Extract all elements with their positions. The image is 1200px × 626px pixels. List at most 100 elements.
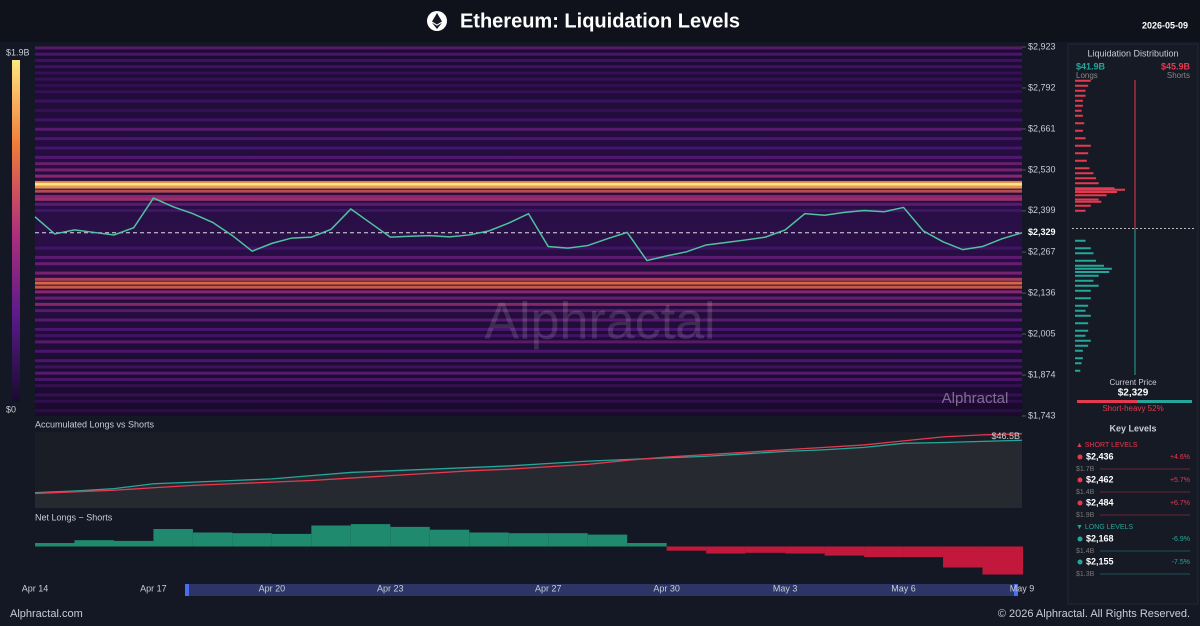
level-price: $2,168	[1086, 533, 1114, 543]
liquidation-band	[35, 377, 1022, 381]
bias-bar-short	[1077, 400, 1137, 403]
x-tick-label: May 3	[773, 583, 798, 593]
bias-bar-long	[1137, 400, 1192, 403]
net-bar	[469, 532, 509, 547]
liquidation-band	[35, 197, 1022, 201]
x-tick-label: Apr 30	[653, 583, 680, 593]
net-bar	[785, 546, 825, 554]
liquidation-band	[35, 340, 1022, 344]
net-bar	[153, 529, 193, 547]
distribution-bar	[1075, 99, 1083, 102]
liquidation-band	[35, 162, 1022, 166]
net-bar	[627, 543, 667, 547]
liquidation-band	[35, 365, 1022, 369]
watermark-small: Alphractal	[942, 390, 1009, 407]
net-bar	[429, 529, 470, 547]
y-tick-label: $2,661	[1028, 123, 1056, 133]
level-price: $2,462	[1086, 474, 1114, 484]
page-title: Ethereum: Liquidation Levels	[460, 10, 740, 32]
liquidation-band	[35, 127, 1022, 131]
net-bar	[113, 540, 154, 547]
level-price: $2,155	[1086, 556, 1114, 566]
header-bar	[0, 0, 1200, 42]
distribution-bar	[1075, 357, 1083, 360]
y-tick-label: $2,792	[1028, 82, 1056, 92]
liquidation-band	[35, 58, 1022, 62]
net-bar	[706, 546, 746, 554]
x-tick-label: Apr 14	[22, 583, 49, 593]
distribution-bar	[1075, 94, 1086, 97]
distribution-bar	[1075, 122, 1085, 125]
distribution-bar	[1075, 289, 1091, 292]
liquidation-band	[35, 180, 1022, 184]
liquidation-band	[35, 271, 1022, 275]
distribution-bar	[1075, 172, 1094, 175]
distribution-bar	[1075, 349, 1083, 352]
side-panel	[1067, 43, 1199, 605]
level-dot	[1077, 559, 1083, 565]
distribution-bar	[1075, 271, 1110, 273]
distribution-bar	[1075, 204, 1091, 207]
distribution-bar	[1075, 194, 1107, 197]
level-dot	[1077, 500, 1083, 506]
net-bar	[824, 546, 865, 556]
y-tick-label: $2,005	[1028, 328, 1056, 338]
net-bar	[745, 546, 786, 553]
distribution-bar	[1075, 247, 1091, 250]
level-price: $2,436	[1086, 451, 1114, 461]
level-dot	[1077, 454, 1083, 460]
net-bar	[232, 533, 272, 547]
navigator-handle	[1014, 584, 1018, 596]
distribution-bar	[1075, 297, 1091, 300]
liquidation-band	[35, 334, 1022, 338]
panel-title: Net Longs − Shorts	[35, 512, 113, 522]
net-bar	[548, 533, 588, 547]
liquidation-band	[35, 371, 1022, 375]
liquidation-band	[35, 137, 1022, 141]
distribution-bar	[1075, 144, 1091, 147]
net-bar	[864, 546, 904, 557]
liquidation-band	[35, 255, 1022, 259]
distribution-bar	[1075, 362, 1082, 365]
liquidation-band	[35, 202, 1022, 206]
x-tick-label: Apr 23	[377, 583, 404, 593]
level-dot	[1077, 536, 1083, 542]
level-size: $1.4B	[1076, 548, 1095, 555]
liquidation-band	[35, 174, 1022, 178]
net-bar	[903, 546, 944, 557]
distribution-bar	[1075, 104, 1083, 107]
x-tick-label: Apr 20	[259, 583, 286, 593]
level-change: +5.7%	[1170, 477, 1190, 484]
distribution-bar	[1075, 109, 1082, 112]
accumulated-line	[34, 439, 1023, 494]
liquidation-band	[35, 99, 1022, 103]
liquidation-band	[35, 246, 1022, 250]
footer-right: © 2026 Alphractal. All Rights Reserved.	[998, 608, 1190, 620]
bias: Short-heavy 52%	[1102, 404, 1163, 413]
distribution-bar	[1075, 187, 1115, 190]
liquidation-band	[35, 168, 1022, 172]
net-bar	[508, 533, 549, 547]
y-tick-label: $2,136	[1028, 287, 1056, 297]
current-price-caption: Current Price	[1109, 378, 1157, 387]
net-bar	[1022, 546, 1023, 575]
liquidation-band	[35, 290, 1022, 294]
liquidation-band	[35, 46, 1022, 50]
liquidation-band	[35, 277, 1022, 281]
distribution-bar	[1075, 114, 1083, 117]
distribution-bar	[1075, 188, 1125, 191]
distribution-bar	[1075, 284, 1099, 287]
y-tick-label: $1,874	[1028, 369, 1056, 379]
net-bar	[350, 524, 391, 547]
distribution-bar	[1075, 322, 1089, 325]
y-tick-label: $2,267	[1028, 247, 1056, 257]
liquidation-band	[35, 399, 1022, 403]
price-line	[34, 197, 1023, 262]
liquidation-band	[35, 71, 1022, 75]
liquidation-band	[35, 155, 1022, 159]
liquidation-band	[35, 285, 1022, 289]
colorbar	[12, 60, 20, 402]
distribution-bar	[1075, 267, 1112, 270]
liquidation-band	[35, 83, 1022, 87]
